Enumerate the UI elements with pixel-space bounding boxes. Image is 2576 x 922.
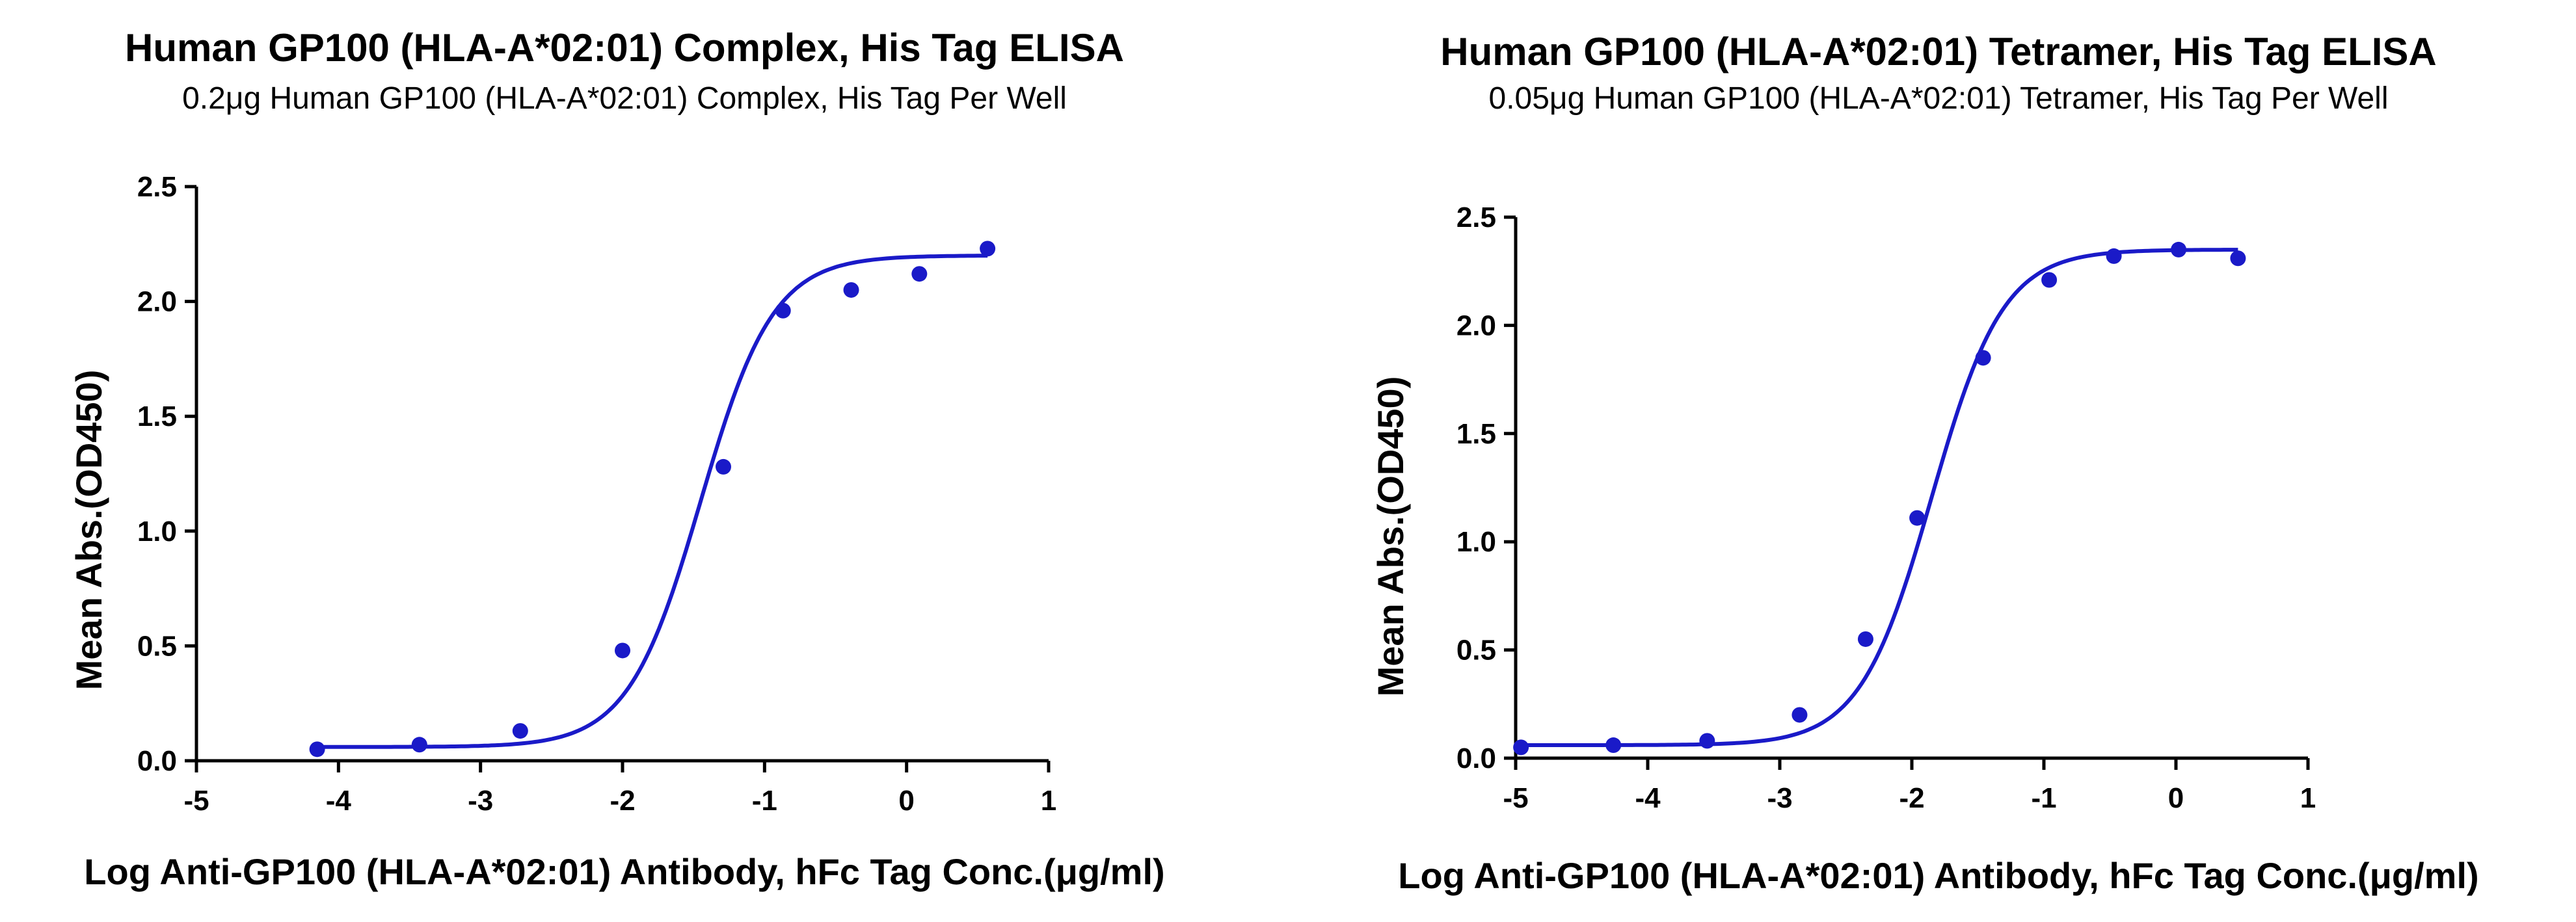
- x-tick-label: -4: [1635, 782, 1661, 814]
- x-tick-label: -5: [1503, 782, 1528, 814]
- x-tick-label: -2: [610, 785, 635, 817]
- data-point: [1975, 350, 1991, 366]
- data-point: [980, 241, 996, 257]
- data-point: [2230, 250, 2246, 267]
- x-tick-label: 0: [898, 785, 914, 817]
- fit-curve: [1521, 248, 2238, 747]
- chart-title: Human GP100 (HLA-A*02:01) Tetramer, His …: [1440, 30, 2437, 73]
- chart-1: Human GP100 (HLA-A*02:01) Complex, His T…: [68, 26, 1165, 892]
- y-tick-label: 2.0: [1456, 310, 1496, 341]
- chart-panel-2: Human GP100 (HLA-A*02:01) Tetramer, His …: [1288, 0, 2576, 922]
- x-axis-label: Log Anti-GP100 (HLA-A*02:01) Antibody, h…: [84, 851, 1164, 892]
- y-tick-label: 0.5: [137, 630, 177, 662]
- data-point: [911, 266, 928, 282]
- fit-curve: [317, 254, 988, 749]
- data-point: [1857, 631, 1873, 647]
- y-axis-label: Mean Abs.(OD450): [1370, 376, 1411, 697]
- y-tick-label: 1.0: [1456, 526, 1496, 558]
- chart-panel-1: Human GP100 (HLA-A*02:01) Complex, His T…: [68, 26, 1165, 892]
- chart-title: Human GP100 (HLA-A*02:01) Complex, His T…: [125, 26, 1124, 70]
- data-point: [2041, 272, 2058, 288]
- plot-area: -5 -4 -3 -2 -1 0 1 0.0 0.5 1.0 1.5 2.0 2.5: [137, 171, 1056, 817]
- data-point: [1605, 737, 1622, 754]
- y-tick-label: 1.5: [1456, 418, 1496, 450]
- y-tick-label: 0.5: [1456, 635, 1496, 666]
- y-tick-label: 2.0: [137, 286, 177, 318]
- x-tick-label: -1: [752, 785, 777, 817]
- data-point: [411, 737, 427, 753]
- y-tick-label: 1.0: [137, 516, 177, 547]
- y-tick-label: 0.0: [137, 745, 177, 777]
- data-point: [309, 741, 325, 757]
- y-tick-label: 2.5: [1456, 202, 1496, 233]
- data-point: [512, 723, 528, 739]
- data-point: [1513, 739, 1529, 756]
- data-point: [1791, 707, 1808, 723]
- data-point: [775, 302, 791, 319]
- data-point: [2171, 241, 2187, 257]
- data-point: [1909, 510, 1925, 526]
- y-tick-label: 1.5: [137, 401, 177, 432]
- x-tick-label: -1: [2031, 782, 2056, 814]
- x-tick-label: -2: [1899, 782, 1924, 814]
- chart-2: Human GP100 (HLA-A*02:01) Tetramer, His …: [1370, 30, 2479, 896]
- x-tick-label: 1: [2300, 782, 2316, 814]
- chart-subtitle: 0.2μg Human GP100 (HLA-A*02:01) Complex,…: [182, 81, 1067, 116]
- x-tick-label: -3: [1767, 782, 1792, 814]
- x-tick-label: -4: [326, 785, 352, 817]
- chart-subtitle: 0.05μg Human GP100 (HLA-A*02:01) Tetrame…: [1489, 81, 2389, 116]
- x-tick-label: 0: [2168, 782, 2184, 814]
- data-point: [843, 282, 859, 298]
- data-point: [1699, 733, 1715, 749]
- x-tick-label: 1: [1041, 785, 1056, 817]
- data-point: [615, 642, 630, 659]
- x-axis-label: Log Anti-GP100 (HLA-A*02:01) Antibody, h…: [1398, 855, 2478, 896]
- y-tick-label: 0.0: [1456, 743, 1496, 774]
- data-point: [716, 458, 732, 475]
- data-point: [2106, 248, 2122, 264]
- y-tick-label: 2.5: [137, 171, 177, 203]
- y-axis-label: Mean Abs.(OD450): [68, 370, 109, 691]
- x-tick-label: -3: [468, 785, 493, 817]
- x-tick-label: -5: [183, 785, 209, 817]
- plot-area: -5 -4 -3 -2 -1 0 1 0.0 0.5 1.0 1.5 2.0 2.5: [1456, 202, 2316, 814]
